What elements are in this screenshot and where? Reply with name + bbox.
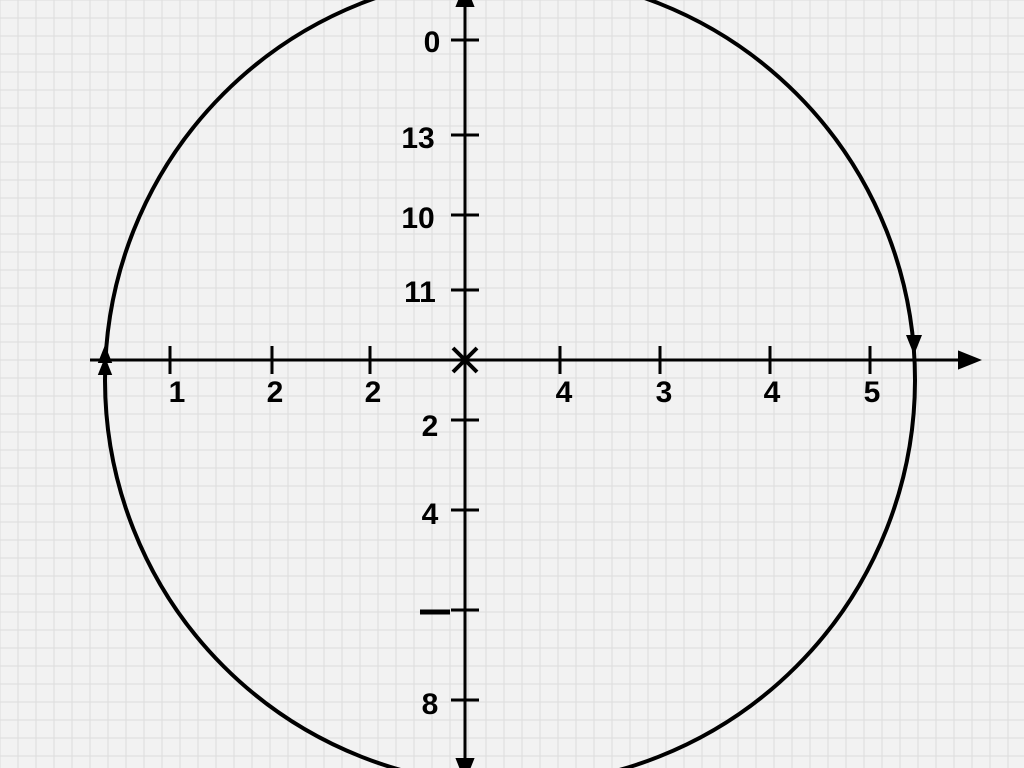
axis-label: 2: [365, 376, 382, 409]
axis-label: 4: [764, 376, 781, 409]
axis-label: 0: [424, 26, 441, 59]
axis-label: 4: [556, 376, 573, 409]
axis-label: 4: [422, 498, 439, 531]
axis-label: 5: [864, 376, 881, 409]
axis-label: 8: [422, 688, 439, 721]
axis-label: 2: [422, 410, 439, 443]
axis-label: 3: [656, 376, 673, 409]
axis-label: 13: [401, 122, 434, 155]
arrow-up-icon: [455, 0, 474, 7]
axis-label: 2: [267, 376, 284, 409]
axis-label: 1: [169, 376, 186, 409]
axis-label: 10: [401, 202, 434, 235]
axis-label: 11: [404, 276, 436, 309]
coordinate-plane: 1 2 2 4 3 4 5 0 13 10 11 2 4 8: [0, 0, 1024, 768]
